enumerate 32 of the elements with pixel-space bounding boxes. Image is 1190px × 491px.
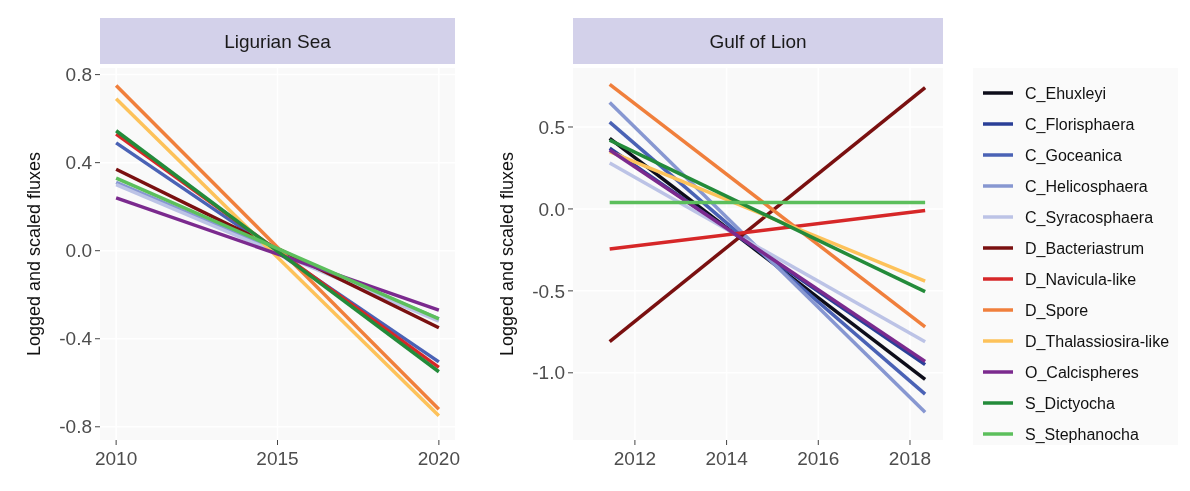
legend-label: C_Ehuxleyi [1025,84,1106,103]
y-tick-label: 0.0 [538,198,565,220]
x-tick-label: 2020 [417,448,460,469]
y-tick-label: 0.4 [65,152,93,174]
x-tick-label: 2012 [613,448,657,469]
y-axis-title: Logged and scaled fluxes [24,151,44,357]
y-axis-title: Logged and scaled fluxes [497,151,517,357]
legend-label: C_Helicosphaera [1025,177,1148,196]
x-tick-label: 2010 [95,448,138,469]
legend-label: D_Navicula-like [1025,270,1137,289]
y-tick-label: 0.0 [65,240,92,262]
y-tick-label: -0.5 [532,280,565,302]
legend-label: D_Spore [1025,301,1089,320]
legend-label: D_Thalassiosira-like [1025,332,1170,351]
legend-label: D_Bacteriastrum [1025,239,1145,258]
legend-label: S_Dictyocha [1025,394,1115,413]
legend-label: S_Stephanocha [1025,425,1139,444]
x-tick-label: 2016 [797,448,840,469]
y-tick-label: 0.8 [65,64,92,86]
x-tick-label: 2014 [705,448,749,469]
y-tick-label: -0.4 [59,328,93,350]
x-tick-label: 2015 [256,448,299,469]
chart-title: Ligurian Sea [224,31,332,52]
y-tick-label: -0.8 [59,416,92,438]
legend-label: O_Calcispheres [1025,363,1139,382]
chart-title: Gulf of Lion [709,31,807,52]
y-tick-label: 0.5 [538,116,565,138]
y-tick-label: -1.0 [532,362,565,384]
x-tick-label: 2018 [888,448,932,469]
legend-label: C_Goceanica [1025,146,1123,165]
legend-label: C_Florisphaera [1025,115,1135,134]
legend-label: C_Syracosphaera [1025,208,1154,227]
